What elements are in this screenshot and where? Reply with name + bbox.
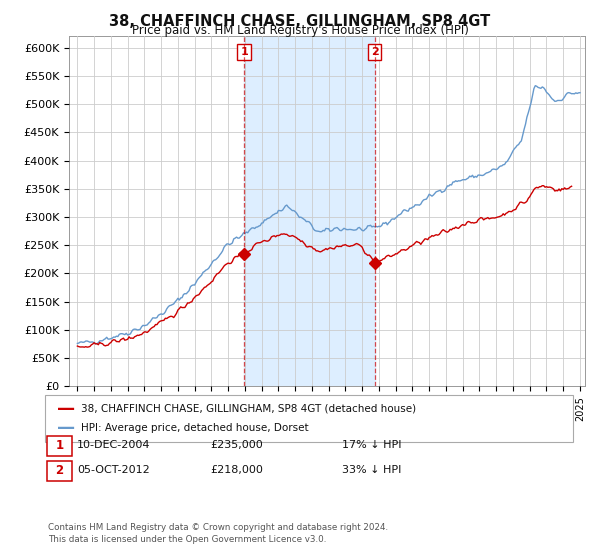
Text: 17% ↓ HPI: 17% ↓ HPI bbox=[342, 440, 401, 450]
Text: 1: 1 bbox=[55, 438, 64, 452]
Text: 2: 2 bbox=[371, 47, 379, 57]
Text: £218,000: £218,000 bbox=[210, 465, 263, 475]
Bar bbox=[244, 36, 375, 386]
Text: Price paid vs. HM Land Registry's House Price Index (HPI): Price paid vs. HM Land Registry's House … bbox=[131, 24, 469, 37]
Text: —: — bbox=[57, 419, 75, 437]
Text: 1: 1 bbox=[240, 47, 248, 57]
Text: 38, CHAFFINCH CHASE, GILLINGHAM, SP8 4GT: 38, CHAFFINCH CHASE, GILLINGHAM, SP8 4GT bbox=[109, 14, 491, 29]
Text: Contains HM Land Registry data © Crown copyright and database right 2024.
This d: Contains HM Land Registry data © Crown c… bbox=[48, 523, 388, 544]
Text: HPI: Average price, detached house, Dorset: HPI: Average price, detached house, Dors… bbox=[81, 423, 308, 433]
Text: 05-OCT-2012: 05-OCT-2012 bbox=[77, 465, 149, 475]
Text: 10-DEC-2004: 10-DEC-2004 bbox=[77, 440, 151, 450]
Text: 33% ↓ HPI: 33% ↓ HPI bbox=[342, 465, 401, 475]
Text: —: — bbox=[57, 400, 75, 418]
Text: 2: 2 bbox=[55, 464, 64, 477]
Text: £235,000: £235,000 bbox=[210, 440, 263, 450]
Text: 38, CHAFFINCH CHASE, GILLINGHAM, SP8 4GT (detached house): 38, CHAFFINCH CHASE, GILLINGHAM, SP8 4GT… bbox=[81, 404, 416, 414]
